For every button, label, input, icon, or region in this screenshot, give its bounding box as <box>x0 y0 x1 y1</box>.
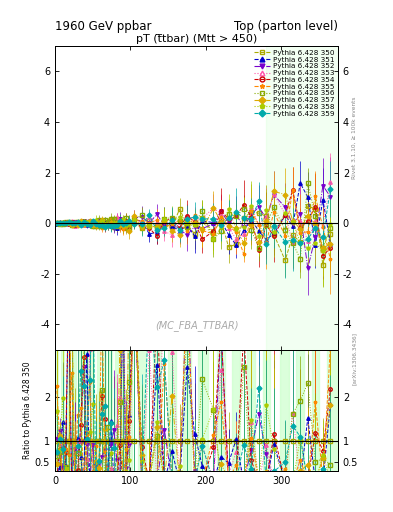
Bar <box>73 350 76 471</box>
Bar <box>248 350 255 471</box>
Bar <box>109 350 112 471</box>
Bar <box>55 350 58 471</box>
Bar <box>296 350 304 471</box>
Bar <box>97 350 100 471</box>
Bar <box>61 350 64 471</box>
Bar <box>79 350 82 471</box>
Legend: Pythia 6.428 350, Pythia 6.428 351, Pythia 6.428 352, Pythia 6.428 353, Pythia 6: Pythia 6.428 350, Pythia 6.428 351, Pyth… <box>253 48 336 118</box>
Bar <box>312 350 319 471</box>
Bar <box>138 350 145 471</box>
Bar <box>232 350 240 471</box>
Text: 1960 GeV ppbar: 1960 GeV ppbar <box>55 20 152 33</box>
Bar <box>127 350 132 471</box>
Bar <box>91 350 94 471</box>
Text: Top (parton level): Top (parton level) <box>234 20 338 33</box>
Text: [arXiv:1306.3436]: [arXiv:1306.3436] <box>352 332 357 385</box>
Bar <box>266 46 338 350</box>
Text: Rivet 3.1.10, ≥ 100k events: Rivet 3.1.10, ≥ 100k events <box>352 97 357 180</box>
Bar <box>103 350 107 471</box>
Bar <box>153 350 161 471</box>
Bar <box>85 350 88 471</box>
Bar <box>263 350 270 471</box>
Bar <box>183 350 191 471</box>
Bar <box>279 350 289 471</box>
Y-axis label: Ratio to Pythia 6.428 350: Ratio to Pythia 6.428 350 <box>23 361 32 459</box>
Bar <box>198 350 208 471</box>
Text: (MC_FBA_TTBAR): (MC_FBA_TTBAR) <box>155 321 238 331</box>
Bar <box>217 350 225 471</box>
Bar <box>327 350 338 471</box>
Bar <box>121 350 125 471</box>
Bar <box>168 350 176 471</box>
Title: pT (t̅tbar) (Mtt > 450): pT (t̅tbar) (Mtt > 450) <box>136 34 257 44</box>
Bar <box>67 350 70 471</box>
Bar <box>116 350 118 471</box>
